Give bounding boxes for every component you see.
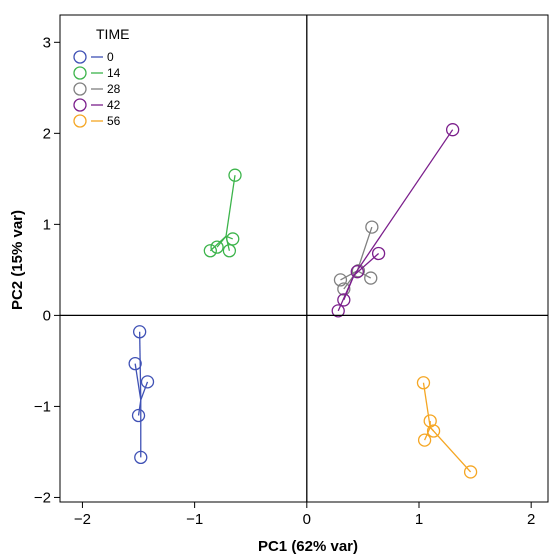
- plot-area: [128, 123, 478, 479]
- data-point: [351, 264, 366, 278]
- series-0: [128, 325, 155, 465]
- x-tick-label: 2: [527, 511, 535, 528]
- plot-frame: [59, 14, 549, 503]
- data-point: [426, 424, 441, 438]
- data-point: [140, 375, 155, 389]
- series-56: [416, 376, 478, 479]
- spoke-line: [429, 426, 472, 473]
- legend-marker: [73, 50, 87, 64]
- data-point: [463, 465, 478, 479]
- data-point: [331, 304, 345, 318]
- spoke-line: [225, 175, 236, 237]
- data-point: [423, 414, 437, 428]
- legend-label: 56: [107, 114, 121, 128]
- spoke-line: [356, 226, 373, 271]
- spoke-line: [353, 129, 454, 276]
- legend-title: TIME: [96, 26, 129, 42]
- x-tick-label: −2: [74, 511, 91, 528]
- x-tick-label: −1: [186, 511, 203, 528]
- data-point: [445, 123, 460, 137]
- series-42: [331, 123, 460, 318]
- data-point: [417, 433, 432, 447]
- spoke-line: [140, 381, 149, 401]
- data-point: [210, 240, 224, 254]
- series-14: [203, 168, 242, 258]
- y-tick-label: 1: [43, 216, 51, 233]
- data-point: [222, 244, 237, 258]
- spoke-line: [209, 235, 227, 252]
- data-point: [203, 244, 217, 258]
- spoke-line: [353, 271, 358, 276]
- data-point: [228, 168, 242, 182]
- legend-item-0: 0: [73, 50, 114, 64]
- data-point: [371, 246, 386, 261]
- data-point: [350, 265, 364, 279]
- x-tick-label: 1: [415, 511, 423, 528]
- spoke-line: [340, 270, 358, 281]
- y-axis-title: PC2 (15% var): [9, 210, 26, 310]
- axes: −2 −1 0 1 2 −2 −1 0 1 2 3: [34, 14, 549, 528]
- legend-item-14: 14: [73, 66, 121, 80]
- legend-label: 28: [107, 82, 121, 96]
- y-tick-label: −1: [34, 398, 51, 415]
- legend-marker: [73, 98, 87, 112]
- legend-label: 42: [107, 98, 121, 112]
- data-point: [128, 356, 142, 371]
- spoke-line: [424, 427, 431, 441]
- data-point: [364, 271, 378, 285]
- legend-item-56: 56: [73, 114, 121, 128]
- data-point: [337, 293, 351, 307]
- legend-marker: [73, 66, 87, 80]
- data-point: [131, 408, 146, 423]
- x-tick-label: 0: [303, 511, 311, 528]
- legend: TIME 0 14 28 42 56: [73, 26, 129, 128]
- data-point: [133, 325, 147, 339]
- data-point: [134, 450, 148, 465]
- spoke-line: [356, 270, 372, 279]
- data-point: [333, 273, 348, 287]
- legend-label: 14: [107, 66, 121, 80]
- x-axis-title: PC1 (62% var): [258, 538, 358, 555]
- y-tick-label: 2: [43, 125, 51, 142]
- y-tick-label: 0: [43, 307, 51, 324]
- legend-marker: [73, 114, 87, 128]
- y-tick-label: 3: [43, 34, 51, 51]
- y-tick-label: −2: [34, 489, 51, 506]
- legend-label: 0: [107, 50, 114, 64]
- spoke-line: [422, 382, 431, 428]
- legend-item-28: 28: [73, 82, 121, 96]
- data-point: [337, 282, 351, 296]
- data-point: [226, 232, 240, 246]
- legend-item-42: 42: [73, 98, 121, 112]
- data-point: [416, 376, 431, 390]
- legend-marker: [73, 82, 87, 96]
- data-point: [365, 220, 379, 234]
